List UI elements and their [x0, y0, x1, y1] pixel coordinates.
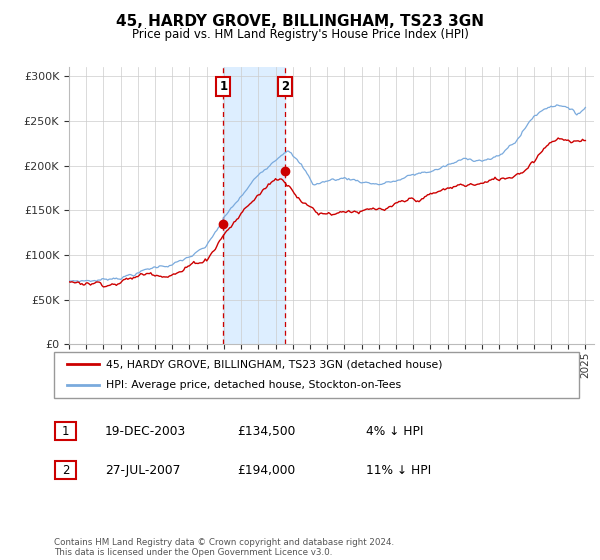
Text: HPI: Average price, detached house, Stockton-on-Tees: HPI: Average price, detached house, Stoc…	[107, 380, 401, 390]
Text: 2: 2	[281, 80, 289, 92]
Text: 45, HARDY GROVE, BILLINGHAM, TS23 3GN (detached house): 45, HARDY GROVE, BILLINGHAM, TS23 3GN (d…	[107, 359, 443, 369]
Text: 45, HARDY GROVE, BILLINGHAM, TS23 3GN: 45, HARDY GROVE, BILLINGHAM, TS23 3GN	[116, 14, 484, 29]
Text: 1: 1	[220, 80, 227, 92]
Text: 1: 1	[62, 424, 69, 438]
Text: Price paid vs. HM Land Registry's House Price Index (HPI): Price paid vs. HM Land Registry's House …	[131, 28, 469, 41]
Text: Contains HM Land Registry data © Crown copyright and database right 2024.
This d: Contains HM Land Registry data © Crown c…	[54, 538, 394, 557]
Text: £194,000: £194,000	[237, 464, 295, 477]
Bar	[223, 67, 286, 344]
Text: 4% ↓ HPI: 4% ↓ HPI	[366, 424, 424, 438]
Text: 2: 2	[62, 464, 69, 477]
Text: 11% ↓ HPI: 11% ↓ HPI	[366, 464, 431, 477]
Text: 19-DEC-2003: 19-DEC-2003	[105, 424, 186, 438]
Text: £134,500: £134,500	[237, 424, 295, 438]
Text: 27-JUL-2007: 27-JUL-2007	[105, 464, 181, 477]
